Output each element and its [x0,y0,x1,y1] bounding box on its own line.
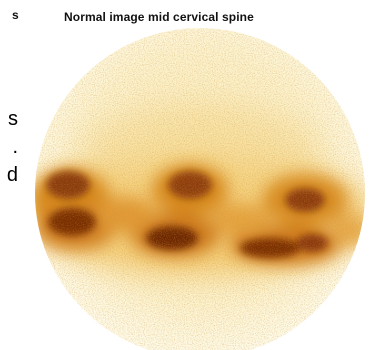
edge-line: . [12,136,18,158]
cropped-edge-text-top: s [12,8,19,22]
noise-grain [35,28,365,350]
image-title: Normal image mid cervical spine [64,10,254,24]
edge-line: s [8,108,18,130]
cropped-edge-text: s . d [0,105,26,189]
field-of-view [35,28,365,350]
edge-line: d [6,164,18,186]
